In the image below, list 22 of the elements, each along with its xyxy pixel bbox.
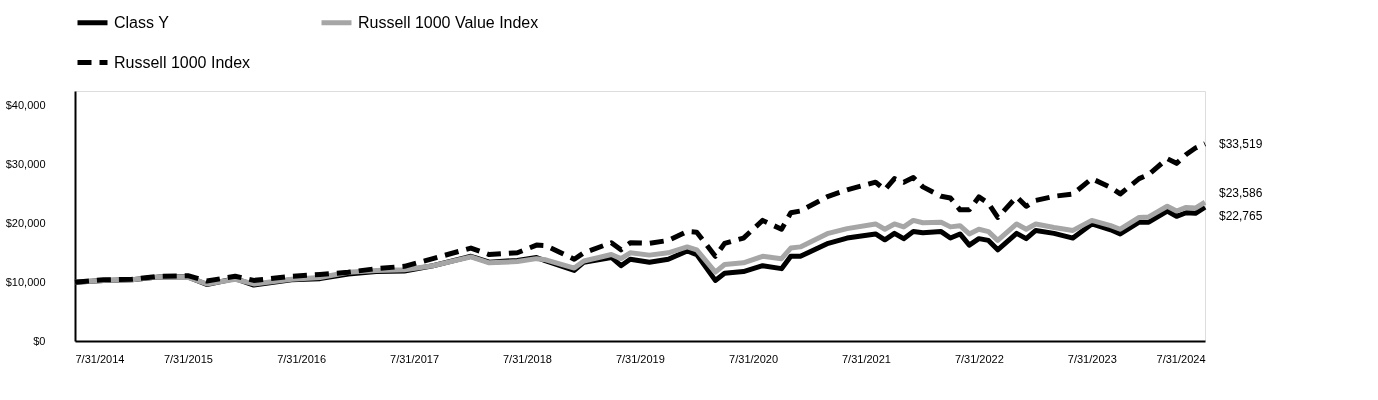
x-tick-label: 7/31/2015 [163, 352, 213, 365]
y-tick-label: $20,000 [5, 216, 46, 229]
x-tick-label: 7/31/2018 [502, 352, 552, 365]
x-tick-label: 7/31/2023 [1067, 352, 1117, 365]
y-tick-label: $30,000 [5, 158, 46, 171]
x-tick-label: 7/31/2021 [842, 352, 891, 365]
y-tick-label: $10,000 [5, 275, 46, 288]
y-tick-label: $40,000 [5, 99, 46, 112]
annotation: $22,765 [1219, 209, 1263, 224]
x-tick-label: 7/31/2024 [1156, 352, 1206, 365]
legend-label: Russell 1000 Index [114, 53, 251, 71]
annotation: $33,519 [1219, 136, 1263, 151]
x-tick-label: 7/31/2022 [954, 352, 1004, 365]
x-tick-label: 7/31/2020 [729, 352, 779, 365]
annotation: $23,586 [1219, 186, 1263, 201]
y-tick-label: $0 [33, 334, 46, 347]
x-tick-label: 7/31/2016 [277, 352, 327, 365]
x-tick-label: 7/31/2014 [75, 352, 125, 365]
x-tick-label: 7/31/2019 [615, 352, 665, 365]
x-tick-label: 7/31/2017 [390, 352, 439, 365]
legend-label: Russell 1000 Value Index [358, 13, 539, 31]
legend-label: Class Y [114, 13, 170, 31]
